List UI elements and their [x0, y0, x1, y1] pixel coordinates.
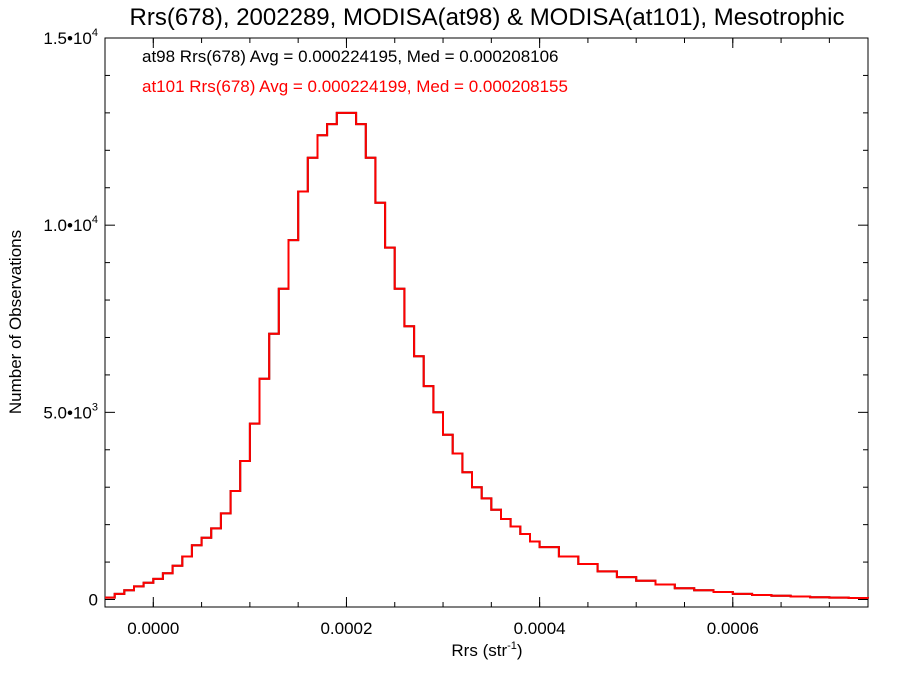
series-line-at98: [105, 111, 869, 599]
x-axis-label: Rrs (str-1): [451, 640, 522, 660]
y-axis-label: Number of Observations: [6, 230, 25, 414]
plot-frame: [104, 37, 869, 608]
x-axis-label-sup: -1: [507, 640, 517, 652]
y-tick-exponent-1: 3: [92, 401, 98, 413]
annotation-at101: at101 Rrs(678) Avg = 0.000224199, Med = …: [142, 77, 568, 96]
x-tick-label-1: 0.0002: [320, 619, 372, 638]
y-tick-label-0: 0: [89, 591, 98, 610]
y-tick-exponent-2: 4: [92, 214, 98, 226]
x-axis: 0.0000 0.0002 0.0004 0.0006: [104, 38, 830, 638]
y-tick-mantissa-1: 5.0•10: [43, 403, 92, 422]
y-tick-mantissa-2: 1.0•10: [43, 216, 92, 235]
x-tick-label-3: 0.0006: [707, 619, 759, 638]
annotation-at98: at98 Rrs(678) Avg = 0.000224195, Med = 0…: [142, 47, 559, 66]
x-tick-label-0: 0.0000: [127, 619, 179, 638]
x-axis-label-base: Rrs (str: [451, 641, 507, 660]
x-axis-label-close: ): [517, 641, 523, 660]
y-tick-label-2: 1.0•104: [43, 214, 98, 235]
y-tick-label-1: 5.0•103: [43, 401, 98, 422]
y-tick-label-3: 1.5•104: [43, 27, 98, 48]
series-line-at101: [105, 111, 869, 599]
chart-title: Rrs(678), 2002289, MODISA(at98) & MODISA…: [130, 4, 845, 31]
series-layer: [105, 111, 869, 599]
y-tick-mantissa-3: 1.5•10: [43, 29, 92, 48]
y-tick-exponent-3: 4: [92, 27, 98, 39]
x-tick-label-2: 0.0004: [514, 619, 566, 638]
y-tick-mantissa-0: 0: [89, 591, 98, 610]
